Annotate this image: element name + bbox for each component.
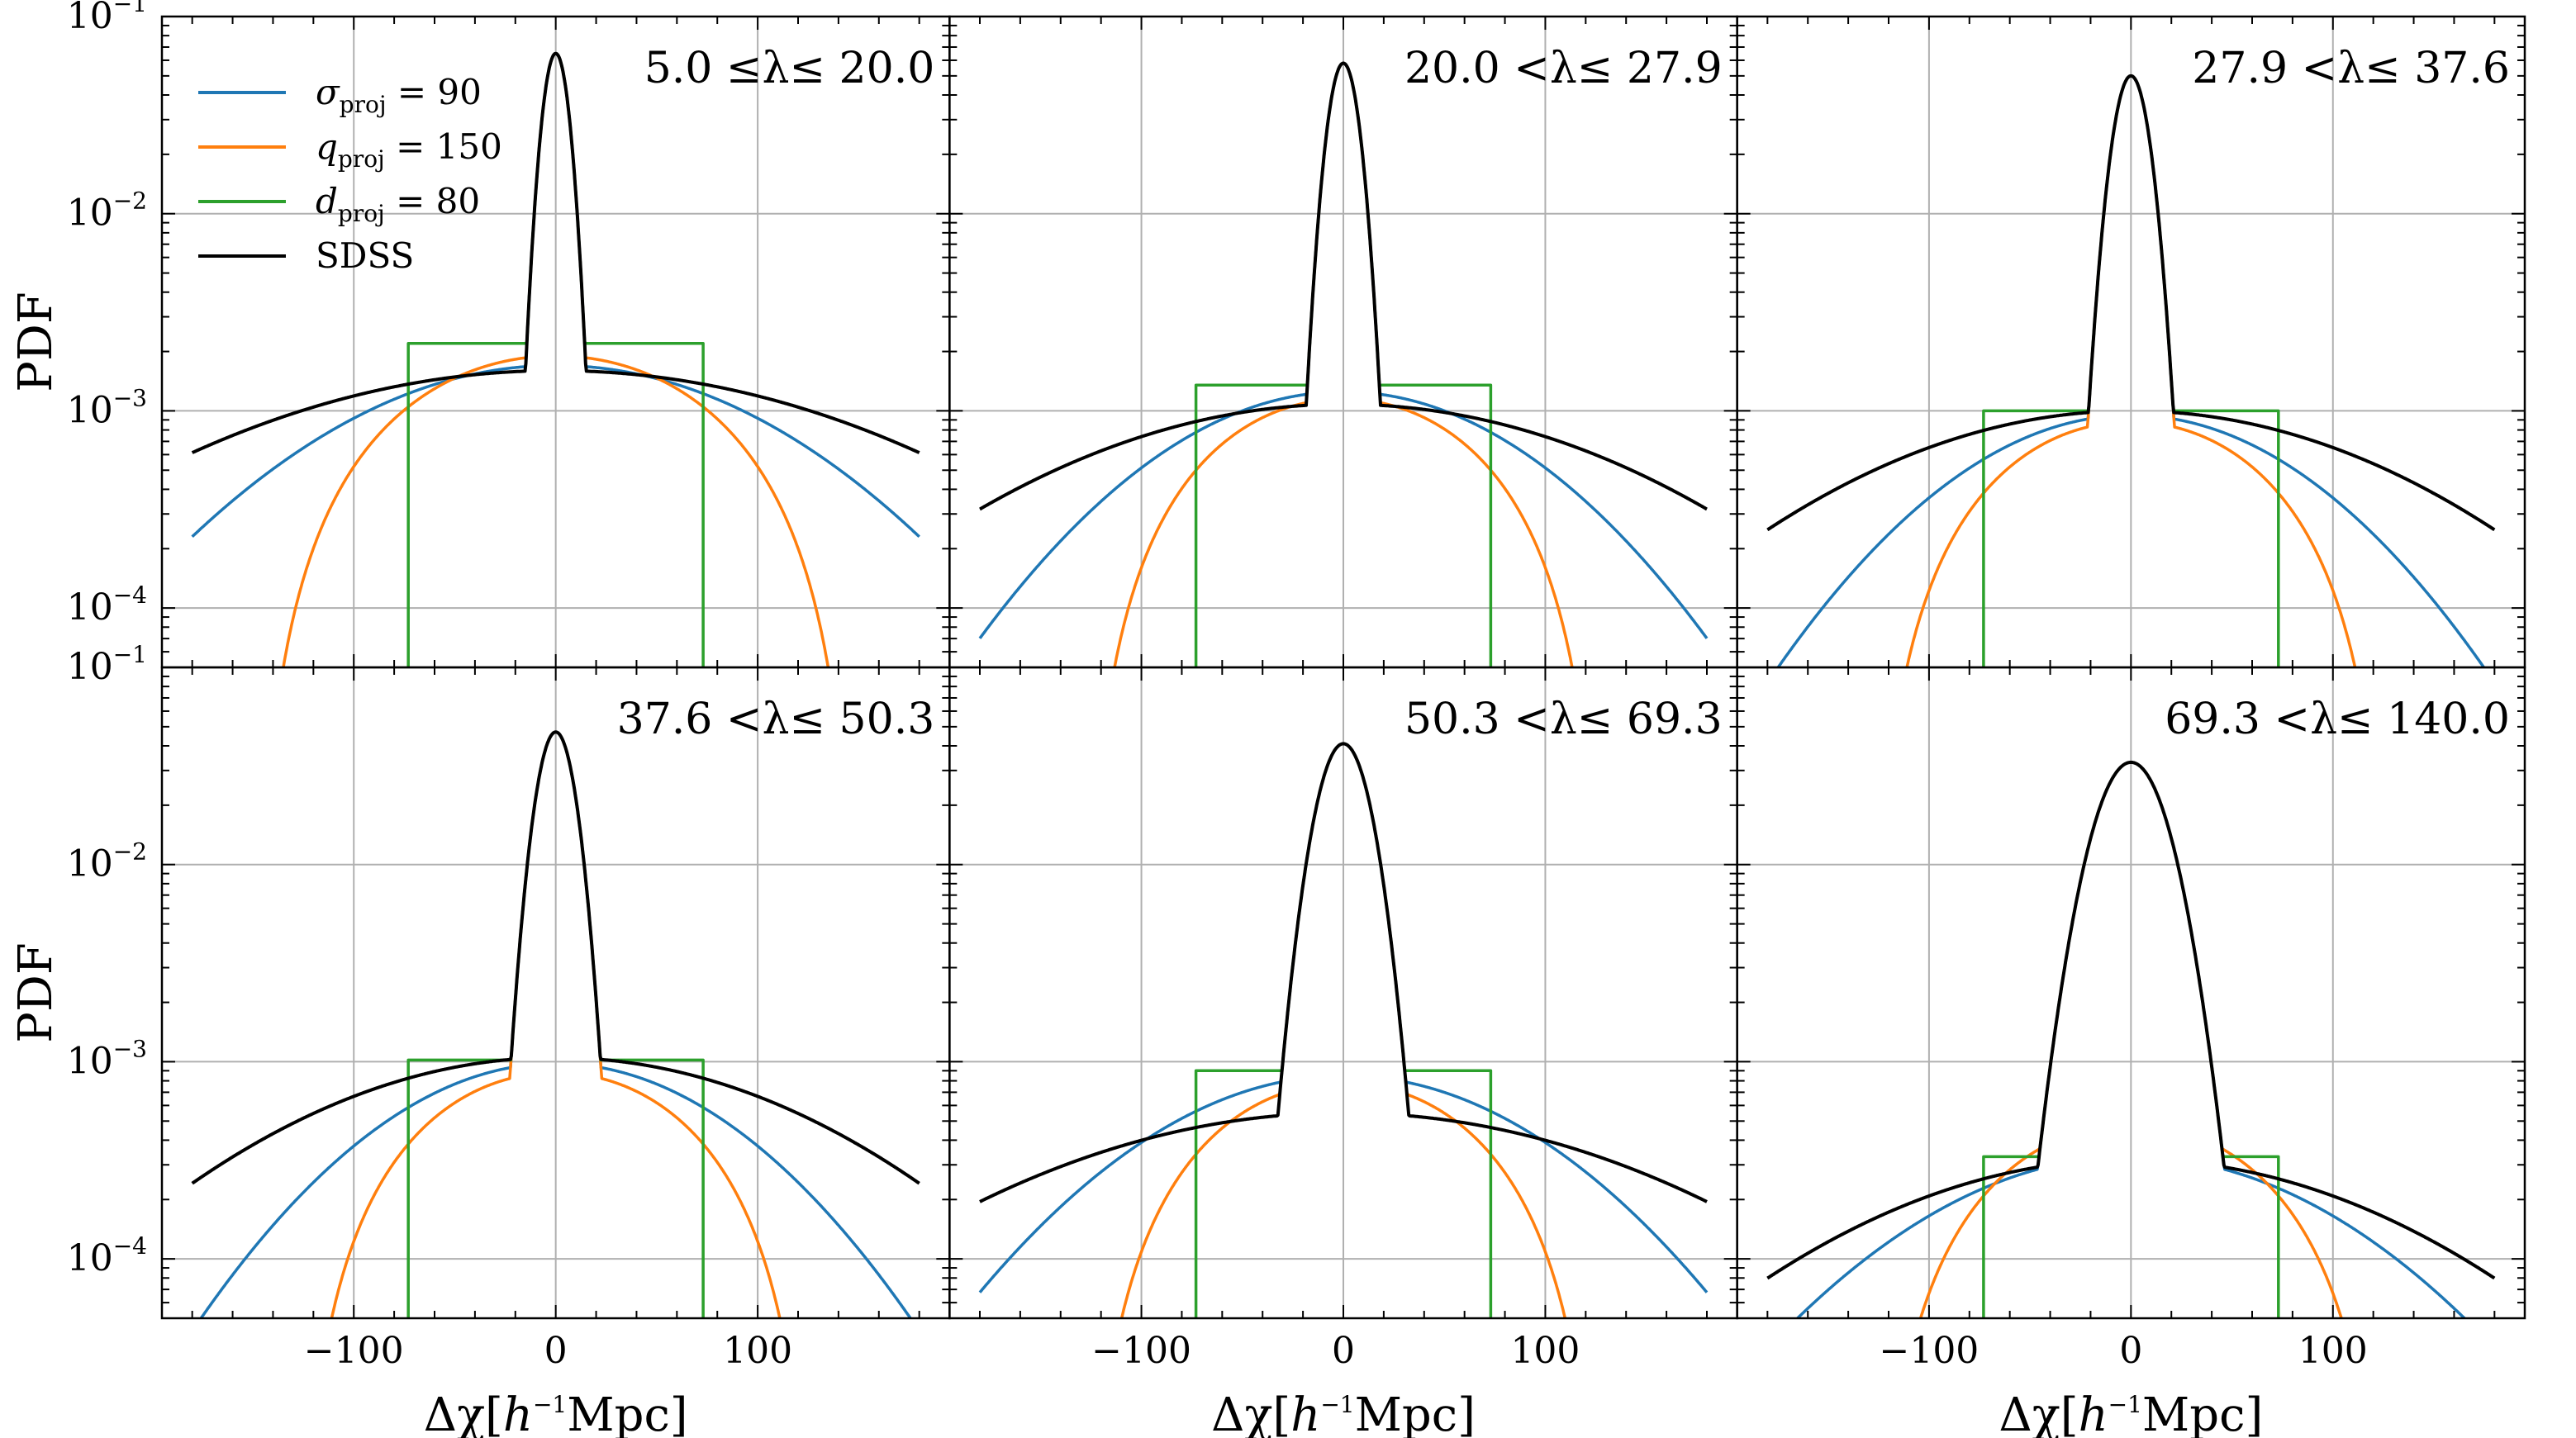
x-tick-label: 0 bbox=[1332, 1330, 1355, 1372]
legend-label: dproj = 80 bbox=[316, 181, 480, 227]
sdss-line bbox=[191, 51, 920, 454]
y-tick-exp: −1 bbox=[113, 641, 147, 668]
x-label-part: h bbox=[1290, 1388, 1320, 1438]
x-tick-label: 0 bbox=[2119, 1330, 2142, 1372]
x-label-part: h bbox=[503, 1388, 533, 1438]
y-tick-base: 10 bbox=[67, 1237, 113, 1279]
y-tick-label: 10−2 bbox=[67, 187, 147, 235]
legend-sub: proj bbox=[338, 200, 385, 227]
x-label-sup: −1 bbox=[1320, 1391, 1354, 1418]
y-tick-exp: −4 bbox=[113, 581, 147, 609]
x-label-part: Mpc] bbox=[567, 1388, 687, 1438]
y-tick-label: 10−1 bbox=[67, 0, 147, 37]
panel-title: 20.0 <λ≤ 27.9 bbox=[1404, 44, 1723, 93]
y-tick-base: 10 bbox=[67, 389, 113, 431]
panel-title: 5.0 ≤λ≤ 20.0 bbox=[644, 44, 935, 93]
x-axis-label: Δχ[h−1Mpc] bbox=[424, 1388, 688, 1438]
panel-title: 50.3 <λ≤ 69.3 bbox=[1404, 695, 1723, 744]
x-label-part: Δχ[ bbox=[424, 1388, 503, 1438]
sdss-line bbox=[1766, 74, 2496, 532]
legend-rest: = 150 bbox=[385, 126, 502, 167]
x-tick-label: 100 bbox=[723, 1330, 792, 1372]
y-tick-exp: −2 bbox=[113, 838, 147, 866]
panel-title: 69.3 <λ≤ 140.0 bbox=[2165, 695, 2510, 744]
y-tick-exp: −2 bbox=[113, 187, 147, 215]
y-tick-label: 10−3 bbox=[67, 384, 147, 431]
y-tick-label: 10−2 bbox=[67, 838, 147, 885]
y-tick-label: 10−3 bbox=[67, 1035, 147, 1082]
sdss-line bbox=[979, 61, 1708, 511]
x-axis-label: Δχ[h−1Mpc] bbox=[1999, 1388, 2263, 1438]
y-axis-label: PDF bbox=[9, 292, 63, 392]
legend-sub: proj bbox=[340, 91, 387, 118]
legend-rest: SDSS bbox=[316, 235, 414, 276]
legend-label: qproj = 150 bbox=[316, 126, 502, 173]
x-label-sup: −1 bbox=[2108, 1391, 2142, 1418]
y-tick-base: 10 bbox=[67, 1040, 113, 1082]
y-tick-label: 10−4 bbox=[67, 1232, 147, 1279]
x-label-part: Mpc] bbox=[1355, 1388, 1476, 1438]
x-label-part: Mpc] bbox=[2142, 1388, 2263, 1438]
legend-rest: = 90 bbox=[387, 72, 482, 112]
x-label-part: Δχ[ bbox=[1999, 1388, 2078, 1438]
y-tick-exp: −4 bbox=[113, 1232, 147, 1260]
panel-3: 27.9 <λ≤ 37.6 bbox=[1736, 15, 2526, 669]
y-tick-label: 10−1 bbox=[67, 641, 147, 688]
legend-symbol: q bbox=[316, 126, 338, 167]
y-tick-exp: −3 bbox=[113, 384, 147, 411]
y-axis-label: PDF bbox=[9, 942, 63, 1042]
sdss-line bbox=[191, 730, 920, 1185]
panel-5: 50.3 <λ≤ 69.3 −100 0 100 Δχ[h−1Mpc] bbox=[948, 666, 1738, 1438]
x-tick-label: 0 bbox=[544, 1330, 568, 1372]
y-tick-base: 10 bbox=[67, 646, 113, 688]
x-label-sup: −1 bbox=[533, 1391, 567, 1418]
y-tick-label: 10−4 bbox=[67, 581, 147, 629]
x-label-part: Δχ[ bbox=[1211, 1388, 1290, 1438]
y-tick-base: 10 bbox=[67, 192, 113, 235]
panel-4: 37.6 <λ≤ 50.3−100 0 100Δχ[h−1Mpc]10−410−31… bbox=[9, 641, 951, 1438]
panel-title: 37.6 <λ≤ 50.3 bbox=[617, 695, 935, 744]
x-tick-label: 100 bbox=[2298, 1330, 2368, 1372]
y-tick-base: 10 bbox=[67, 586, 113, 629]
panel-2: 20.0 <λ≤ 27.9 bbox=[948, 15, 1738, 669]
legend-rest: = 80 bbox=[385, 181, 480, 221]
legend-sub: proj bbox=[338, 145, 385, 173]
x-tick-label: −100 bbox=[1091, 1330, 1191, 1372]
x-tick-label: −100 bbox=[304, 1330, 404, 1372]
y-tick-base: 10 bbox=[67, 0, 113, 37]
x-axis-label: Δχ[h−1Mpc] bbox=[1211, 1388, 1476, 1438]
x-tick-label: −100 bbox=[1879, 1330, 1979, 1372]
legend-label: SDSS bbox=[316, 235, 414, 276]
panel-6: 69.3 <λ≤ 140.0 −100 0 100 Δχ[h−1Mpc] bbox=[1736, 666, 2526, 1438]
x-label-part: h bbox=[2079, 1388, 2108, 1438]
y-tick-base: 10 bbox=[67, 843, 113, 885]
x-tick-label: 100 bbox=[1510, 1330, 1580, 1372]
y-tick-exp: −1 bbox=[113, 0, 147, 17]
legend-symbol: d bbox=[316, 181, 338, 221]
sdss-line bbox=[1766, 760, 2496, 1280]
y-tick-exp: −3 bbox=[113, 1035, 147, 1062]
panel-title: 27.9 <λ≤ 37.6 bbox=[2192, 44, 2510, 93]
legend-symbol: σ bbox=[316, 72, 340, 112]
legend-label: σproj = 90 bbox=[316, 72, 482, 118]
sdss-line bbox=[979, 742, 1708, 1203]
